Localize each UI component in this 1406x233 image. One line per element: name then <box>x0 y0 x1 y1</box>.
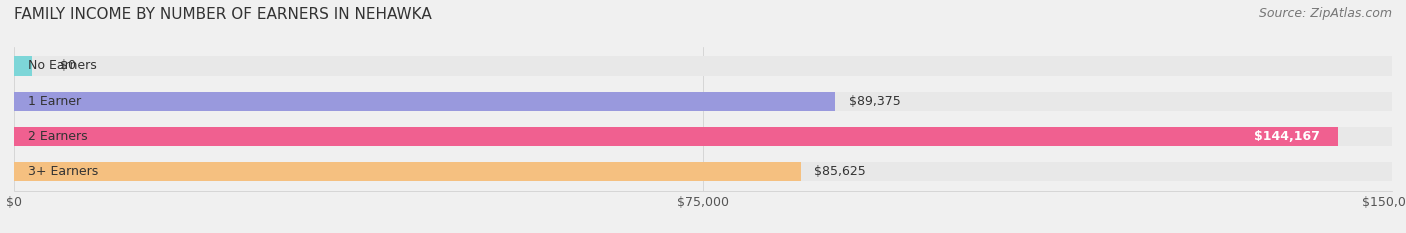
Text: 1 Earner: 1 Earner <box>28 95 82 108</box>
Text: $144,167: $144,167 <box>1254 130 1320 143</box>
Text: $85,625: $85,625 <box>814 165 866 178</box>
Text: $89,375: $89,375 <box>849 95 901 108</box>
Bar <box>14 56 32 76</box>
Text: No Earners: No Earners <box>28 59 97 72</box>
Bar <box>14 92 1392 111</box>
Bar <box>14 127 1339 146</box>
Text: Source: ZipAtlas.com: Source: ZipAtlas.com <box>1258 7 1392 20</box>
Bar <box>14 162 1392 181</box>
Bar <box>14 56 1392 76</box>
Bar <box>14 127 1392 146</box>
Text: 3+ Earners: 3+ Earners <box>28 165 98 178</box>
Bar <box>14 92 835 111</box>
Text: FAMILY INCOME BY NUMBER OF EARNERS IN NEHAWKA: FAMILY INCOME BY NUMBER OF EARNERS IN NE… <box>14 7 432 22</box>
Text: $0: $0 <box>60 59 76 72</box>
Bar <box>14 162 800 181</box>
Text: 2 Earners: 2 Earners <box>28 130 87 143</box>
